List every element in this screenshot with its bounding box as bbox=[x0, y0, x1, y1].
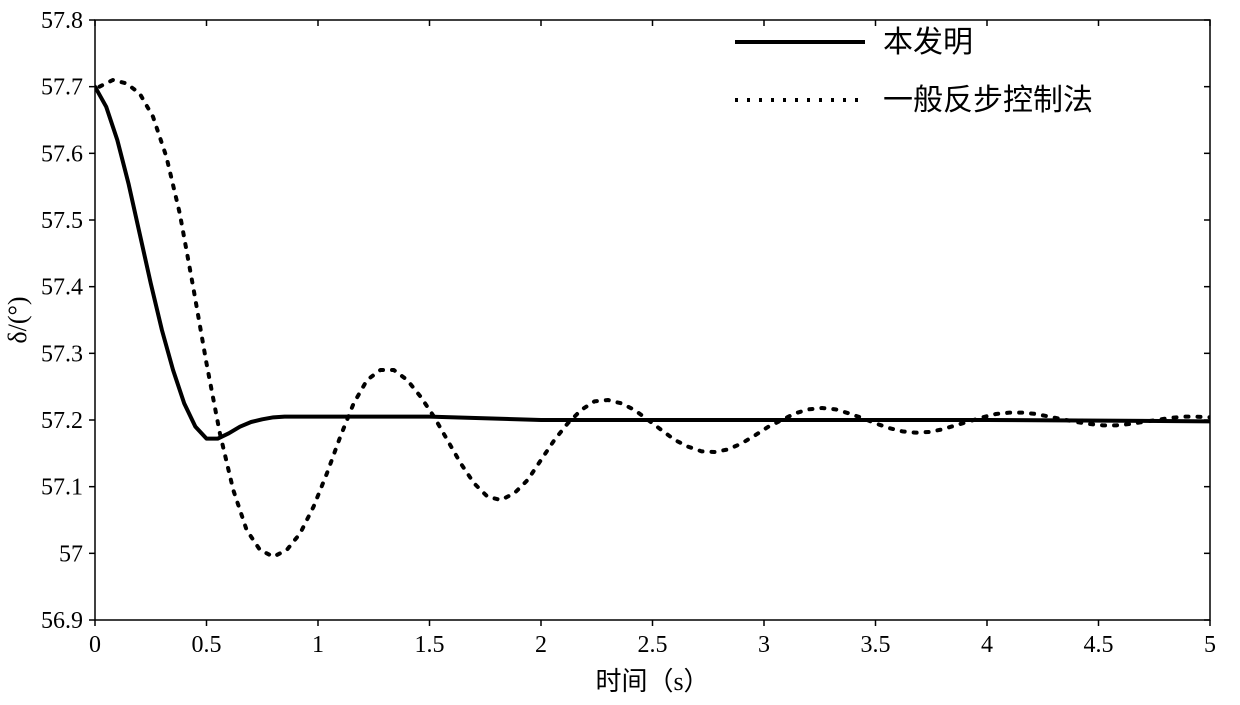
y-tick-label: 57.4 bbox=[41, 275, 83, 301]
x-tick-label: 2.5 bbox=[638, 632, 668, 658]
x-tick-label: 4.5 bbox=[1084, 632, 1114, 658]
y-tick-label: 57.2 bbox=[41, 408, 83, 434]
x-tick-label: 0.5 bbox=[192, 632, 222, 658]
x-tick-label: 3.5 bbox=[861, 632, 891, 658]
y-axis-label: δ/(°) bbox=[3, 296, 32, 343]
y-tick-label: 57 bbox=[59, 541, 83, 567]
y-tick-label: 57.5 bbox=[41, 208, 83, 234]
series-dotted bbox=[99, 80, 1210, 557]
y-tick-label: 56.9 bbox=[41, 608, 83, 634]
x-tick-label: 0 bbox=[89, 632, 101, 658]
y-tick-label: 57.7 bbox=[41, 75, 83, 101]
y-tick-label: 57.8 bbox=[41, 8, 83, 34]
chart-container: 0 0.5 1 1.5 2 2.5 3 3.5 4 4.5 5 56.9 57 57.1 57.2 57.3 5… bbox=[0, 0, 1240, 705]
y-tick-label: 57.3 bbox=[41, 341, 83, 367]
x-tick-label: 1 bbox=[312, 632, 324, 658]
x-axis-label: 时间（s） bbox=[595, 667, 709, 696]
x-tick-label: 1.5 bbox=[415, 632, 445, 658]
x-tick-label: 3 bbox=[758, 632, 770, 658]
x-tick-label: 5 bbox=[1204, 632, 1216, 658]
series-solid bbox=[95, 87, 1210, 439]
y-tick-label: 57.1 bbox=[41, 475, 83, 501]
legend-label: 本发明 bbox=[883, 26, 973, 59]
x-tick-label: 4 bbox=[981, 632, 993, 658]
line-chart: 0 0.5 1 1.5 2 2.5 3 3.5 4 4.5 5 56.9 57 57.1 57.2 57.3 5… bbox=[0, 0, 1240, 705]
legend-label: 一般反步控制法 bbox=[883, 84, 1093, 117]
y-tick-label: 57.6 bbox=[41, 141, 83, 167]
x-tick-label: 2 bbox=[535, 632, 547, 658]
